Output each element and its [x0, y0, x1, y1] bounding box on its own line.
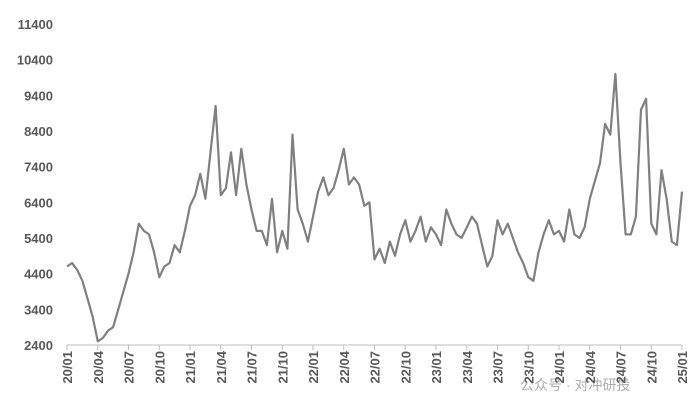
x-tick-label: 22/01	[306, 351, 321, 384]
x-tick-label: 21/01	[183, 351, 198, 384]
x-tick-label: 23/10	[521, 351, 536, 384]
y-tick-label: 2400	[24, 338, 53, 353]
x-tick-label: 22/07	[368, 351, 383, 384]
y-tick-label: 3400	[24, 302, 53, 317]
y-tick-label: 9400	[24, 88, 53, 103]
y-tick-label: 6400	[24, 195, 53, 210]
x-tick-label: 21/10	[275, 351, 290, 384]
x-tick-label: 24/07	[614, 351, 629, 384]
x-tick-label: 23/07	[491, 351, 506, 384]
x-tick-label: 20/01	[60, 351, 75, 384]
x-tick-label: 20/07	[122, 351, 137, 384]
x-tick-label: 24/01	[552, 351, 567, 384]
y-tick-label: 7400	[24, 160, 53, 175]
y-tick-label: 8400	[24, 124, 53, 139]
y-tick-label: 5400	[24, 231, 53, 246]
x-tick-label: 23/01	[429, 351, 444, 384]
y-tick-label: 11400	[18, 17, 53, 32]
x-tick-label: 22/10	[398, 351, 413, 384]
x-tick-label: 21/07	[245, 351, 260, 384]
y-tick-label: 10400	[17, 53, 53, 68]
x-tick-label: 24/04	[583, 350, 598, 383]
x-tick-label: 20/04	[91, 350, 106, 383]
x-tick-label: 21/04	[214, 350, 229, 383]
x-tick-label: 25/01	[675, 351, 690, 384]
x-tick-label: 23/04	[460, 350, 475, 383]
x-tick-label: 20/10	[152, 351, 167, 384]
x-tick-label: 24/10	[644, 351, 659, 384]
y-tick-label: 4400	[24, 267, 53, 282]
series-line	[66, 72, 684, 343]
x-tick-label: 22/04	[337, 350, 352, 383]
watermark: 公众号 · 对冲研投	[520, 377, 630, 393]
